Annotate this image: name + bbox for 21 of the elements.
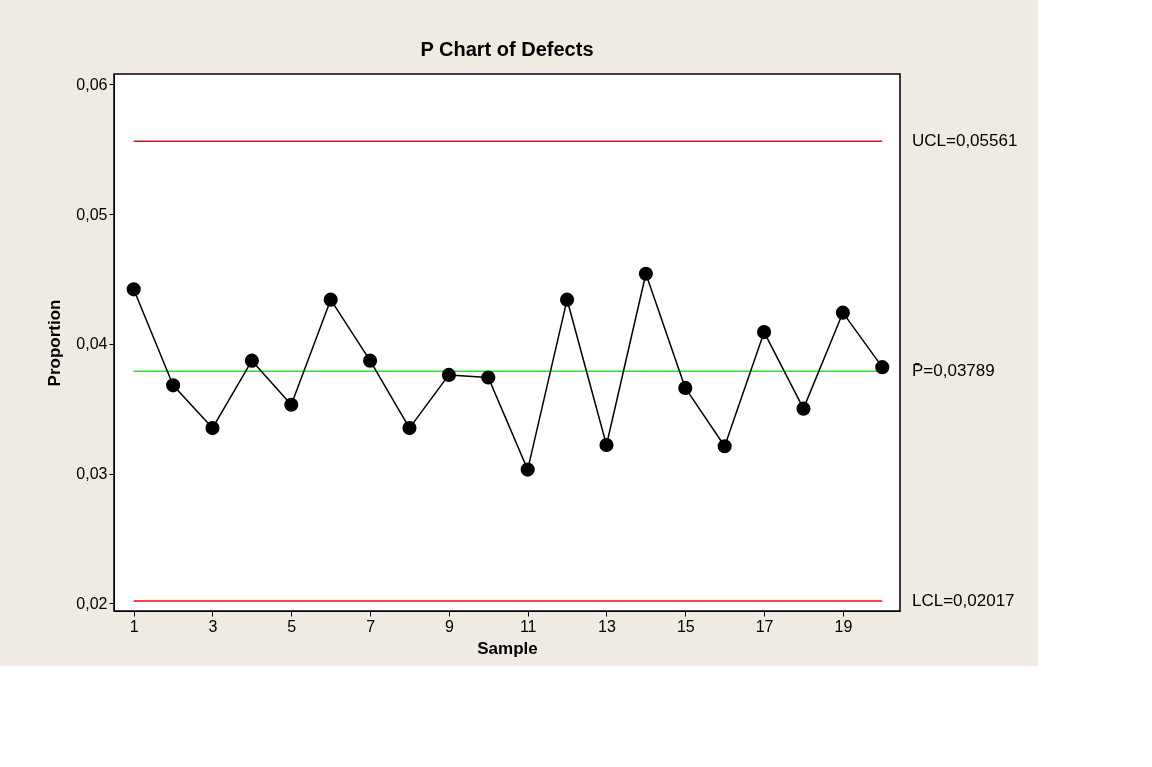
x-tick-label: 7 [366, 617, 376, 635]
x-tick-label: 15 [676, 617, 695, 635]
x-tick-label: 13 [598, 617, 616, 635]
y-tick-label: 0,03 [76, 465, 108, 483]
y-axis-title: Proportion [45, 299, 65, 387]
x-tick-label: 3 [208, 617, 218, 635]
x-tick-label: 9 [444, 617, 454, 635]
x-axis-title: Sample [477, 638, 538, 658]
x-tick-label: 1 [129, 617, 139, 635]
x-tick-label: 19 [834, 617, 853, 635]
y-tick-label: 0,02 [76, 594, 108, 612]
x-tick-label: 5 [287, 617, 297, 635]
ref-line-label: UCL=0,05561 [912, 131, 1018, 151]
y-tick-label: 0,04 [76, 335, 108, 353]
ref-line-label: LCL=0,02017 [912, 591, 1015, 611]
ref-line-label: P̄=0,03789 [912, 361, 995, 381]
chart-title: P Chart of Defects [420, 38, 594, 60]
x-tick-label: 17 [755, 617, 774, 635]
y-tick-label: 0,06 [76, 75, 108, 93]
y-tick-label: 0,05 [76, 205, 108, 223]
x-tick-label: 11 [519, 617, 537, 635]
